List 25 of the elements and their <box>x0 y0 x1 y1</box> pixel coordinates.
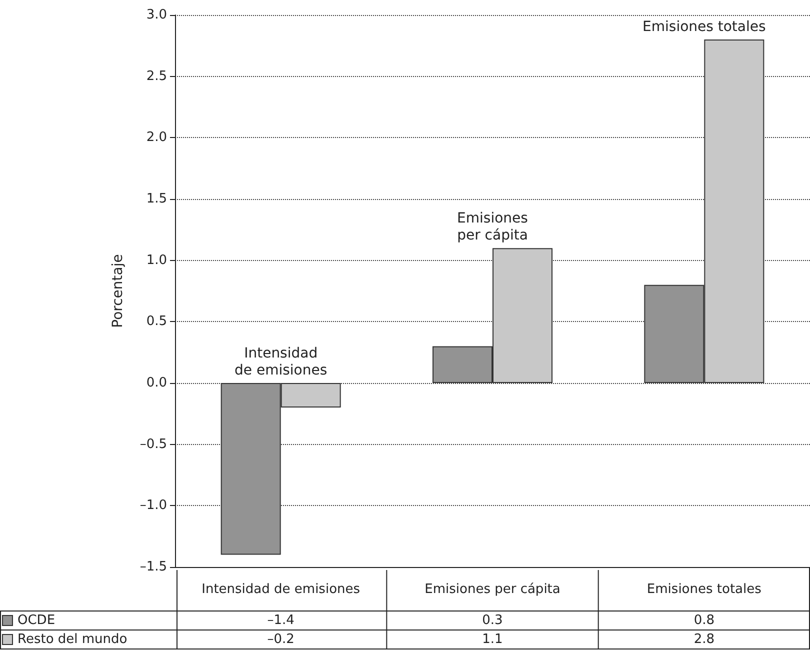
data-label: –1.4 <box>267 613 294 628</box>
data-label: –0.2 <box>267 632 294 647</box>
y-tick-label: 0.0 <box>146 376 167 390</box>
y-tick-label: 1.0 <box>146 252 167 268</box>
y-tick-label: 0.5 <box>146 314 167 330</box>
x-tick-label: Intensidad de emisiones <box>202 582 360 597</box>
y-tick-label: –1.0 <box>140 498 167 514</box>
legend-label: Resto del mundo <box>18 632 128 647</box>
y-tick-label: –1.5 <box>140 560 167 574</box>
y-tick-label: 3.0 <box>146 8 167 22</box>
y-tick-label: 2.5 <box>146 68 167 84</box>
y-axis-title: Porcentaje <box>110 254 126 328</box>
legend-label: OCDE <box>18 613 56 628</box>
annotation: Intensidad de emisiones <box>234 346 328 378</box>
y-tick-label: –0.5 <box>140 436 167 452</box>
y-tick-label: 2.0 <box>146 130 167 146</box>
data-label: 0.3 <box>482 613 503 628</box>
data-label: 1.1 <box>482 632 503 647</box>
data-label: 0.8 <box>694 613 715 628</box>
x-tick-label: Emisiones per cápita <box>424 582 560 597</box>
data-label: 2.8 <box>694 632 715 647</box>
x-tick-label: Emisiones totales <box>646 582 762 597</box>
annotation: Emisiones totales <box>642 19 766 36</box>
y-tick-label: 1.5 <box>146 192 167 206</box>
annotation: Emisiones per cápita <box>457 210 528 244</box>
